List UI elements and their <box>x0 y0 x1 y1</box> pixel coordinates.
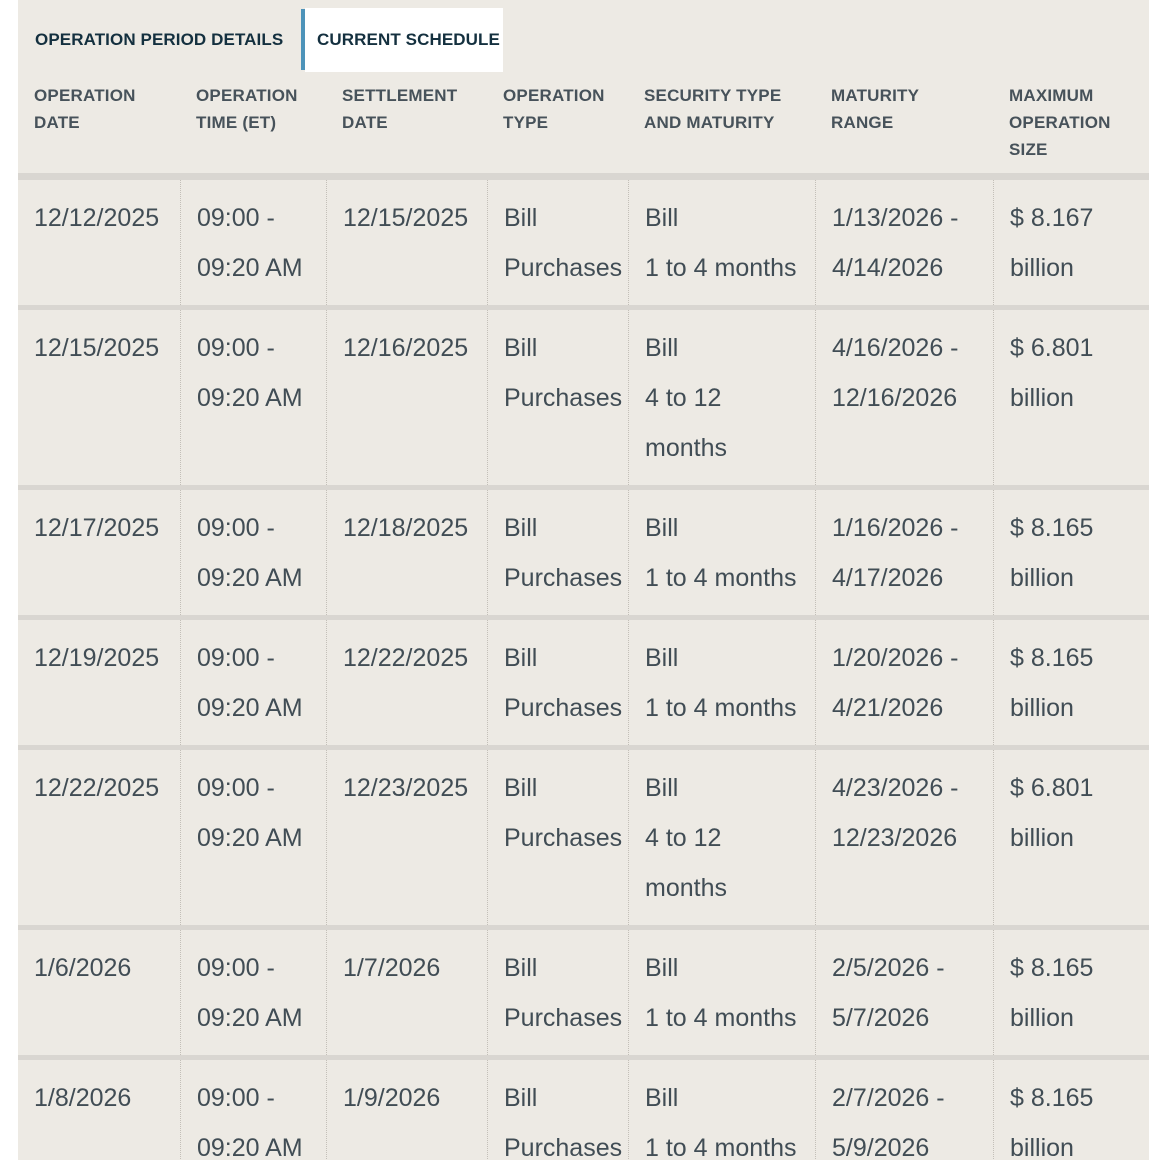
cell-operation-time: 09:00 - 09:20 AM <box>180 930 326 1055</box>
cell-settlement-date: 12/23/2025 <box>326 750 487 925</box>
table-row: 12/15/2025 09:00 - 09:20 AM 12/16/2025 B… <box>18 305 1149 485</box>
cell-maturity-range: 4/23/2026 - 12/23/2026 <box>815 750 993 925</box>
header-operation-time: OPERATION TIME (ET) <box>196 86 298 132</box>
table-row: 12/17/2025 09:00 - 09:20 AM 12/18/2025 B… <box>18 485 1149 615</box>
cell-maturity-range: 2/5/2026 - 5/7/2026 <box>815 930 993 1055</box>
cell-max-operation-size: $ 8.165 billion <box>993 930 1148 1055</box>
cell-operation-time: 09:00 - 09:20 AM <box>180 750 326 925</box>
cell-max-operation-size: $ 8.165 billion <box>993 620 1148 745</box>
cell-max-operation-size: $ 8.167 billion <box>993 180 1148 305</box>
cell-operation-type: Bill Purchases <box>487 1060 628 1160</box>
cell-security-type: Bill 1 to 4 months <box>628 620 815 745</box>
cell-max-operation-size: $ 6.801 billion <box>993 750 1148 925</box>
table-row: 1/8/2026 09:00 - 09:20 AM 1/9/2026 Bill … <box>18 1055 1149 1160</box>
cell-settlement-date: 1/9/2026 <box>326 1060 487 1160</box>
header-settlement-date: SETTLEMENT DATE <box>342 86 458 132</box>
cell-operation-date: 12/12/2025 <box>34 204 160 232</box>
cell-security-type: Bill 1 to 4 months <box>628 1060 815 1160</box>
tab-bar: OPERATION PERIOD DETAILS CURRENT SCHEDUL… <box>18 0 1149 72</box>
cell-operation-time: 09:00 - 09:20 AM <box>180 490 326 615</box>
cell-max-operation-size: $ 6.801 billion <box>993 310 1148 485</box>
cell-operation-type: Bill Purchases <box>487 930 628 1055</box>
tab-current-schedule[interactable]: CURRENT SCHEDULE <box>305 8 503 72</box>
cell-operation-type: Bill Purchases <box>487 750 628 925</box>
cell-operation-date: 12/17/2025 <box>34 514 160 542</box>
cell-settlement-date: 12/16/2025 <box>326 310 487 485</box>
schedule-panel: OPERATION PERIOD DETAILS CURRENT SCHEDUL… <box>18 0 1149 1160</box>
cell-operation-type: Bill Purchases <box>487 620 628 745</box>
cell-max-operation-size: $ 8.165 billion <box>993 1060 1148 1160</box>
cell-operation-date: 12/22/2025 <box>34 774 160 802</box>
cell-operation-date: 12/19/2025 <box>34 644 160 672</box>
cell-settlement-date: 12/18/2025 <box>326 490 487 615</box>
table-row: 1/6/2026 09:00 - 09:20 AM 1/7/2026 Bill … <box>18 925 1149 1055</box>
cell-operation-date: 1/8/2026 <box>34 1084 132 1112</box>
header-security-type: SECURITY TYPE AND MATURITY <box>644 86 782 132</box>
header-max-operation-size: MAXIMUM OPERATION SIZE <box>1009 86 1111 159</box>
cell-operation-time: 09:00 - 09:20 AM <box>180 1060 326 1160</box>
cell-maturity-range: 1/20/2026 - 4/21/2026 <box>815 620 993 745</box>
cell-security-type: Bill 4 to 12 months <box>628 310 815 485</box>
cell-operation-date: 12/15/2025 <box>34 334 160 362</box>
header-operation-type: OPERATION TYPE <box>503 86 605 132</box>
cell-settlement-date: 1/7/2026 <box>326 930 487 1055</box>
table-row: 12/12/2025 09:00 - 09:20 AM 12/15/2025 B… <box>18 180 1149 305</box>
cell-operation-type: Bill Purchases <box>487 490 628 615</box>
tab-divider <box>301 9 305 70</box>
cell-operation-time: 09:00 - 09:20 AM <box>180 620 326 745</box>
cell-settlement-date: 12/22/2025 <box>326 620 487 745</box>
header-operation-date: OPERATION DATE <box>34 86 136 132</box>
cell-operation-type: Bill Purchases <box>487 180 628 305</box>
cell-security-type: Bill 1 to 4 months <box>628 180 815 305</box>
table-row: 12/19/2025 09:00 - 09:20 AM 12/22/2025 B… <box>18 615 1149 745</box>
cell-maturity-range: 4/16/2026 - 12/16/2026 <box>815 310 993 485</box>
tab-operation-period-details[interactable]: OPERATION PERIOD DETAILS <box>35 30 284 49</box>
cell-operation-time: 09:00 - 09:20 AM <box>180 310 326 485</box>
table-header-row: OPERATION DATE OPERATION TIME (ET) SETTL… <box>18 72 1149 180</box>
cell-operation-time: 09:00 - 09:20 AM <box>180 180 326 305</box>
cell-maturity-range: 1/16/2026 - 4/17/2026 <box>815 490 993 615</box>
cell-settlement-date: 12/15/2025 <box>326 180 487 305</box>
cell-security-type: Bill 1 to 4 months <box>628 490 815 615</box>
header-maturity-range: MATURITY RANGE <box>831 86 920 132</box>
table-row: 12/22/2025 09:00 - 09:20 AM 12/23/2025 B… <box>18 745 1149 925</box>
cell-maturity-range: 2/7/2026 - 5/9/2026 <box>815 1060 993 1160</box>
cell-security-type: Bill 4 to 12 months <box>628 750 815 925</box>
cell-maturity-range: 1/13/2026 - 4/14/2026 <box>815 180 993 305</box>
cell-operation-date: 1/6/2026 <box>34 954 132 982</box>
cell-security-type: Bill 1 to 4 months <box>628 930 815 1055</box>
cell-max-operation-size: $ 8.165 billion <box>993 490 1148 615</box>
cell-operation-type: Bill Purchases <box>487 310 628 485</box>
